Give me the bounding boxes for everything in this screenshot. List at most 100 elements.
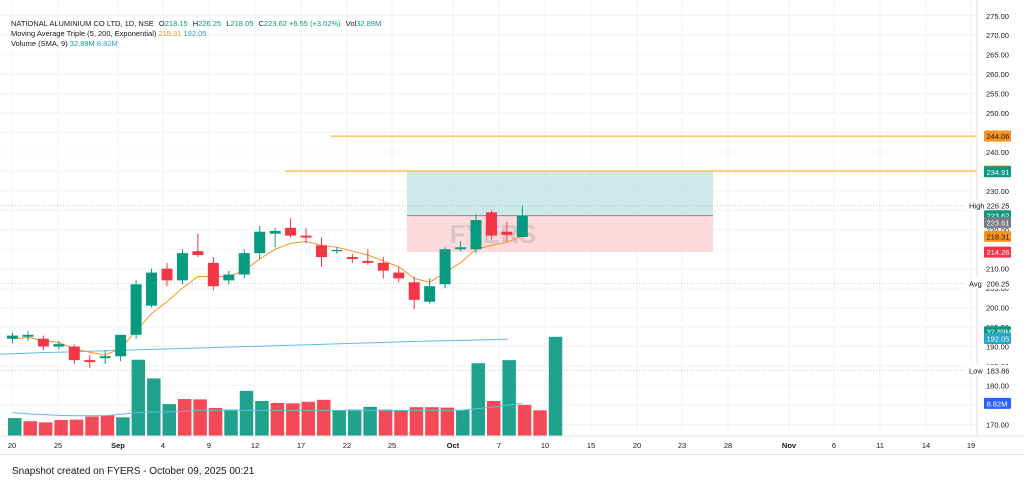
price-tag-prefix: Avg	[969, 279, 982, 288]
x-tick-label: 28	[724, 441, 732, 450]
volume-bar	[239, 390, 254, 436]
y-tick-label: 190.00	[986, 343, 1009, 352]
y-tick-label: 250.00	[986, 109, 1009, 118]
price-tag-label: 32.89M	[987, 328, 1012, 337]
candle-body	[424, 286, 436, 302]
candle-body	[115, 334, 127, 357]
x-tick-label: 11	[876, 441, 884, 450]
legend-vol: 32.89M	[356, 19, 382, 28]
candle-body	[362, 260, 374, 263]
candle-body	[7, 335, 18, 339]
legend-ma-label: Moving Average Triple (5, 200, Exponenti…	[11, 29, 157, 38]
legend-vol-label: Vol	[345, 19, 357, 28]
chart-legend: NATIONAL ALUMINIUM CO LTD, 1D, NSE O218.…	[11, 19, 381, 49]
legend-o-label: O	[158, 19, 165, 28]
candle-body	[130, 284, 142, 335]
candle-body	[53, 344, 65, 347]
volume-bar	[317, 399, 331, 436]
legend-volume-value1: 32.89M	[69, 39, 95, 48]
volume-bar	[409, 407, 424, 436]
x-tick-label: 25	[54, 441, 62, 450]
snapshot-footer: Snapshot created on FYERS - October 09, …	[12, 466, 255, 477]
candle-body	[161, 268, 173, 281]
price-tag-label: 214.26	[987, 248, 1010, 257]
volume-bar	[533, 410, 547, 436]
volume-bar	[255, 400, 269, 436]
y-tick-label: 260.00	[986, 70, 1009, 79]
legend-ma-value2: 192.05	[183, 29, 207, 38]
legend-volume-value2: 8.82M	[96, 39, 118, 48]
legend-low: 218.05	[230, 19, 254, 28]
volume-bar	[440, 407, 455, 436]
candle-body	[207, 262, 219, 287]
y-tick-label: 270.00	[986, 31, 1009, 40]
candle-body	[470, 220, 482, 250]
y-tick-label: 200.00	[986, 304, 1009, 313]
candle-body	[439, 249, 451, 285]
candle-body	[393, 272, 405, 279]
candle-body	[22, 334, 34, 337]
y-tick-label: 265.00	[986, 51, 1009, 60]
volume-bar	[116, 417, 130, 436]
y-tick-label: 220.00	[986, 226, 1009, 235]
volume-bar	[147, 378, 161, 436]
volume-bar	[378, 409, 393, 436]
candle-body	[455, 247, 467, 250]
price-tag-label: 218.31	[987, 232, 1010, 241]
volume-bar	[38, 422, 53, 436]
x-tick-label: Oct	[447, 441, 460, 450]
candle-body	[192, 251, 204, 256]
price-tag-label: 192.05	[987, 335, 1010, 344]
volume-bar	[286, 403, 300, 436]
price-tag-bg	[984, 230, 1011, 242]
price-tag-bg	[984, 364, 1011, 376]
price-tag-label: 226.25	[987, 201, 1010, 210]
candle-body	[516, 215, 528, 237]
volume-bar	[548, 336, 563, 436]
volume-bar	[177, 399, 192, 436]
candle-body	[408, 282, 420, 300]
volume-sma-line	[12, 402, 523, 417]
legend-volume-label: Volume (SMA, 9)	[11, 39, 68, 48]
x-tick-label: 20	[8, 441, 16, 450]
price-tag-label: 223.62	[987, 212, 1010, 221]
volume-bar	[270, 402, 285, 436]
candle-body	[485, 212, 497, 236]
x-tick-label: 9	[207, 441, 211, 450]
x-tick-label: Nov	[782, 441, 797, 450]
candle-body	[238, 253, 250, 275]
y-tick-label: 255.00	[986, 90, 1009, 99]
price-tag-label: 223.61	[987, 218, 1010, 227]
candle-body	[254, 231, 266, 254]
price-tag-label: 183.86	[987, 366, 1010, 375]
price-tag-prefix: Low	[969, 366, 983, 375]
y-tick-label: 275.00	[986, 12, 1009, 21]
legend-change: +6.55 (+3.02%)	[288, 19, 341, 28]
price-tag-bg	[984, 277, 1011, 289]
ema-5-line	[12, 235, 523, 356]
x-tick-label: 20	[633, 441, 641, 450]
volume-bar	[332, 410, 346, 436]
candle-body	[146, 272, 158, 306]
x-tick-label: 12	[251, 441, 259, 450]
price-tag-bg	[984, 199, 1011, 211]
x-tick-label: 19	[967, 441, 975, 450]
volume-bar	[131, 359, 146, 436]
price-tag-bg	[984, 166, 1011, 178]
legend-l-label: L	[226, 19, 231, 28]
candle-body	[68, 346, 80, 361]
legend-volume-row: Volume (SMA, 9) 32.89M 8.82M	[11, 39, 381, 49]
price-tag-bg	[984, 130, 1011, 142]
volume-bar	[224, 409, 238, 436]
x-tick-label: Sep	[111, 441, 125, 450]
y-tick-label: 210.00	[986, 265, 1009, 274]
volume-bar	[517, 404, 532, 436]
price-tag-bg	[984, 397, 1011, 409]
price-tag-bg	[984, 246, 1011, 258]
legend-c-label: C	[258, 19, 264, 28]
stop-zone	[407, 215, 713, 253]
x-tick-label: 6	[832, 441, 836, 450]
x-tick-label: 10	[541, 441, 549, 450]
